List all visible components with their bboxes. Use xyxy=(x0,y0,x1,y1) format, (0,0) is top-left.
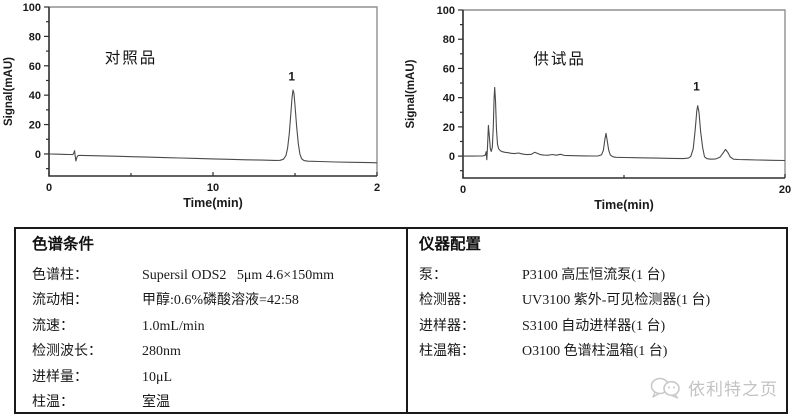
table-row: 检测器： UV3100 紫外-可见检测器(1 台) xyxy=(419,288,786,313)
y-tick-label: 20 xyxy=(443,122,455,134)
instrument-rows: 泵： P3100 高压恒流泵(1 台) 检测器： UV3100 紫外-可见检测器… xyxy=(419,263,786,365)
y-axis-title: Signal(mAU) xyxy=(405,59,417,128)
x-axis-title: Time(min) xyxy=(183,196,243,210)
row-label: 进样量： xyxy=(32,369,88,385)
conditions-header: 色谱条件 xyxy=(32,236,95,253)
instrument-header: 仪器配置 xyxy=(419,236,482,253)
row-value: S3100 自动进样器(1 台) xyxy=(522,318,666,334)
y-tick-label: 20 xyxy=(29,120,41,132)
table-row: 进样器： S3100 自动进样器(1 台) xyxy=(419,314,786,339)
x-axis-title: Time(min) xyxy=(594,198,654,212)
row-value: 10μL xyxy=(142,369,173,385)
table-row: 色谱柱： Supersil ODS2 5μm 4.6×150mm xyxy=(32,263,406,288)
table-row: 流速： 1.0mL/min xyxy=(32,314,406,339)
plot-frame xyxy=(463,9,786,178)
row-value: 280nm xyxy=(142,344,181,360)
y-tick-label: 80 xyxy=(29,31,41,43)
y-tick-label: 60 xyxy=(443,63,455,75)
plot-frame xyxy=(49,6,378,176)
row-value: 室温 xyxy=(142,395,170,411)
peak-label: 1 xyxy=(288,69,295,83)
table-row: 柱温： 室温 xyxy=(32,390,406,412)
row-label: 流动相： xyxy=(32,293,88,309)
watermark: 依利特之页 xyxy=(650,375,778,400)
x-tick-label: 20 xyxy=(779,184,791,196)
y-axis-title: Signal(mAU) xyxy=(3,57,15,126)
row-value: P3100 高压恒流泵(1 台) xyxy=(522,268,666,283)
row-label: 进样器： xyxy=(419,318,475,334)
chromatogram-test-sample: 0 20 40 60 80 100 0 20 Signal(mAU) Time(min) 1 供试品 xyxy=(405,5,791,212)
row-label: 柱温箱： xyxy=(419,344,475,360)
sample-type-label: 供试品 xyxy=(533,50,586,68)
y-tick-label: 0 xyxy=(449,151,455,163)
y-tick-label: 60 xyxy=(29,61,41,73)
x-tick-label: 10 xyxy=(207,182,219,194)
table-row: 流动相： 甲醇:0.6%磷酸溶液=42:58 xyxy=(32,288,406,313)
chat-bubbles-icon xyxy=(650,377,680,399)
row-value: UV3100 紫外-可见检测器(1 台) xyxy=(522,293,711,309)
row-value: Supersil ODS2 5μm 4.6×150mm xyxy=(142,268,334,283)
row-value: 1.0mL/min xyxy=(142,318,205,334)
y-tick-label: 40 xyxy=(443,93,455,105)
y-tick-label: 100 xyxy=(437,5,455,17)
row-label: 柱温： xyxy=(32,395,74,411)
row-value: O3100 色谱柱温箱(1 台) xyxy=(522,344,668,360)
x-tick-label: 0 xyxy=(46,182,52,194)
row-label: 检测器： xyxy=(419,293,475,309)
row-label: 检测波长： xyxy=(32,344,102,360)
chromatogram-reference: 0 20 40 60 80 100 0 10 2 Signal(mAU) Time(min) 1 对照品 xyxy=(3,2,380,210)
chromatogram-trace xyxy=(48,89,378,164)
row-label: 色谱柱： xyxy=(32,268,88,283)
watermark-text: 依利特之页 xyxy=(688,380,778,399)
instrument-configuration-column: 仪器配置 泵： P3100 高压恒流泵(1 台) 检测器： UV3100 紫外-… xyxy=(408,229,786,412)
plot-axes xyxy=(48,7,377,177)
y-tick-label: 0 xyxy=(35,149,41,161)
row-label: 泵： xyxy=(419,268,447,283)
conditions-rows: 色谱柱： Supersil ODS2 5μm 4.6×150mm 流动相： 甲醇… xyxy=(32,263,406,412)
row-label: 流速： xyxy=(32,318,74,334)
table-row: 进样量： 10μL xyxy=(32,365,406,390)
table-row: 检测波长： 280nm xyxy=(32,339,406,364)
sample-type-label: 对照品 xyxy=(105,49,158,67)
x-tick-label: 0 xyxy=(460,184,466,196)
y-tick-label: 40 xyxy=(29,90,41,102)
table-row: 泵： P3100 高压恒流泵(1 台) xyxy=(419,263,786,288)
y-tick-label: 100 xyxy=(23,2,41,14)
peak-label: 1 xyxy=(693,79,700,93)
y-tick-label: 80 xyxy=(443,34,455,46)
table-row: 柱温箱： O3100 色谱柱温箱(1 台) xyxy=(419,339,786,364)
chromatographic-conditions-column: 色谱条件 色谱柱： Supersil ODS2 5μm 4.6×150mm 流动… xyxy=(16,229,408,412)
row-value: 甲醇:0.6%磷酸溶液=42:58 xyxy=(142,293,299,309)
x-tick-label: 2 xyxy=(374,182,380,194)
conditions-table: 色谱条件 色谱柱： Supersil ODS2 5μm 4.6×150mm 流动… xyxy=(14,227,788,414)
chromatogram-trace xyxy=(463,86,786,162)
